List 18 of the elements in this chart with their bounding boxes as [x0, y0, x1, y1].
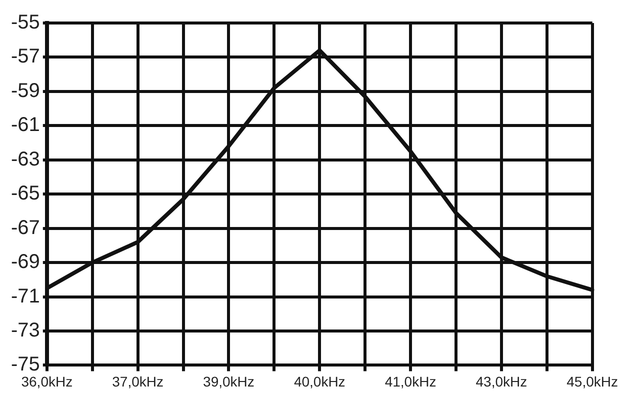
- y-tick-label: -55: [11, 12, 40, 34]
- y-tick-label: -73: [11, 319, 40, 342]
- y-tick-label: -69: [11, 251, 40, 274]
- y-tick-label: -59: [11, 80, 40, 102]
- y-tick-label: -65: [11, 182, 40, 205]
- y-tick-label: -71: [11, 285, 40, 308]
- x-tick-label: 43,0kHz: [476, 373, 528, 390]
- y-tick-label: -57: [11, 46, 40, 68]
- x-tick-label: 36,0kHz: [21, 373, 73, 390]
- y-tick-label: -63: [11, 148, 40, 170]
- y-tick-label: -75: [11, 354, 40, 376]
- x-tick-label: 45,0kHz: [566, 373, 618, 390]
- x-tick-label: 41,0kHz: [384, 373, 436, 390]
- x-tick-label: 37,0kHz: [112, 373, 164, 390]
- y-tick-label: -67: [11, 216, 40, 239]
- x-tick-label: 40,0kHz: [294, 373, 346, 390]
- x-tick-label: 39,0kHz: [203, 373, 254, 390]
- y-tick-label: -61: [11, 114, 40, 136]
